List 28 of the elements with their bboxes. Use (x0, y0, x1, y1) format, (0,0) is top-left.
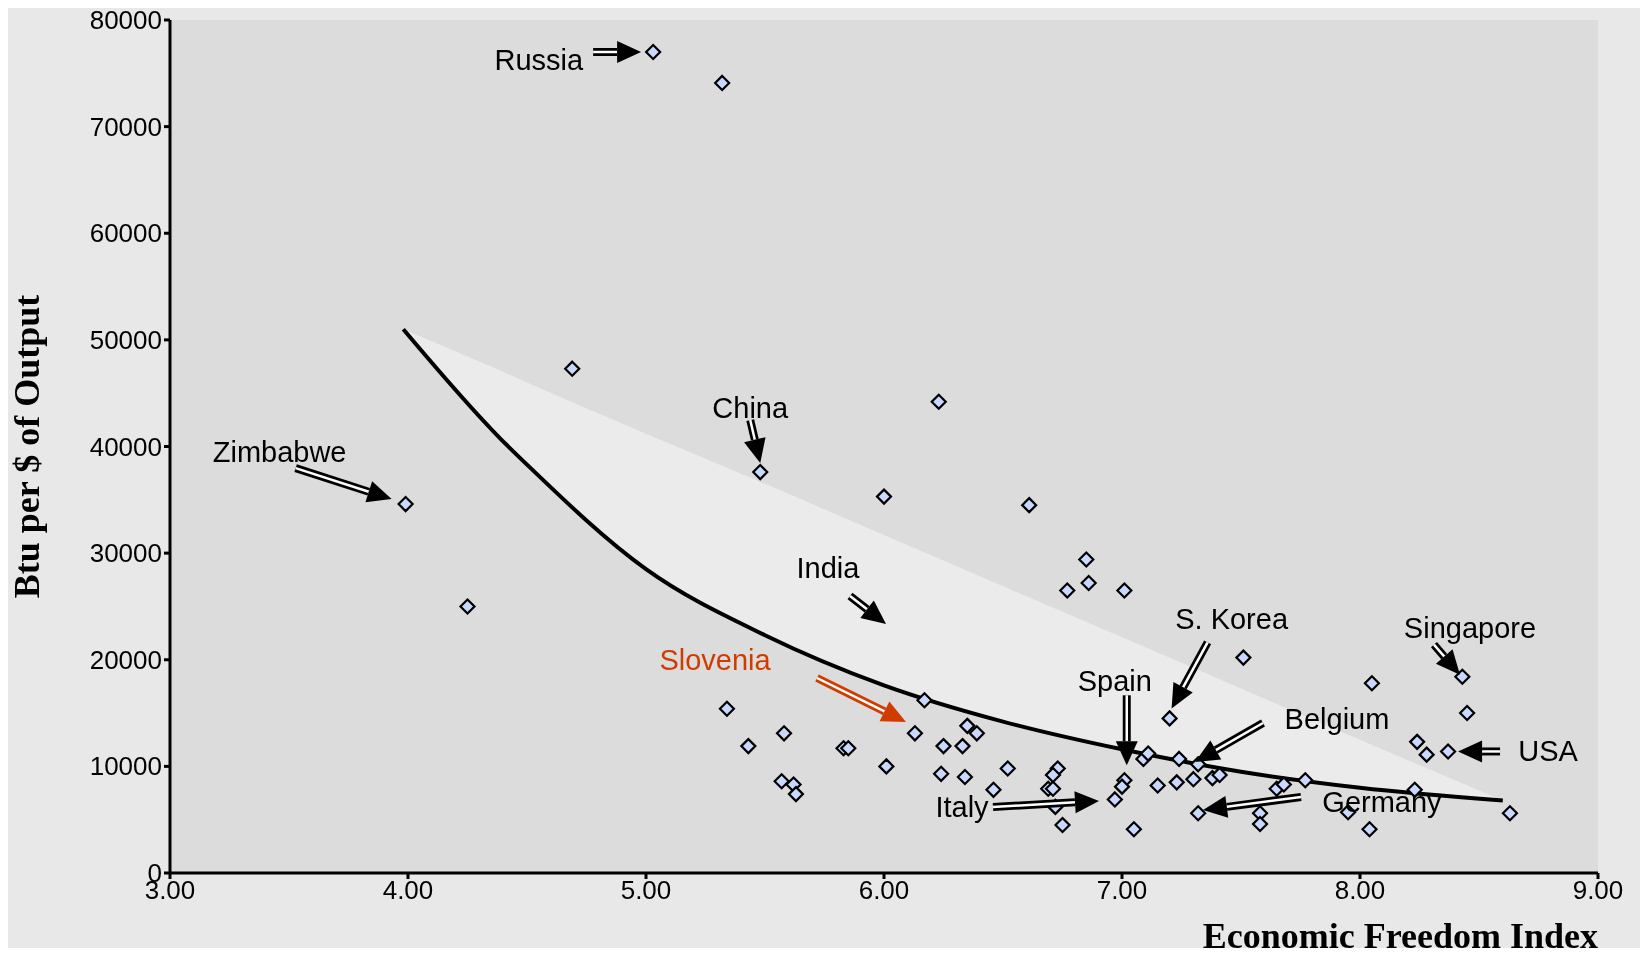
y-tick-label: 40000 (89, 431, 162, 462)
annotation: Singapore (1403, 612, 1537, 645)
y-tick-label: 30000 (89, 538, 162, 569)
annotation: India (796, 551, 861, 584)
x-tick-label: 7.00 (1096, 875, 1148, 906)
annotation: USA (1518, 735, 1579, 768)
x-tick-label: 8.00 (1334, 875, 1386, 906)
x-tick-label: 6.00 (858, 875, 910, 906)
y-tick-label: 20000 (89, 644, 162, 675)
annotation: Russia (494, 43, 584, 76)
annotation: Italy (935, 790, 990, 823)
annotation: S. Korea (1175, 603, 1289, 636)
annotation: Zimbabwe (212, 435, 347, 468)
annotation: Germany (1322, 785, 1443, 818)
y-tick-label: 70000 (89, 111, 162, 142)
x-axis-title: Economic Freedom Index (1202, 916, 1598, 956)
y-tick-label: 80000 (89, 5, 162, 35)
y-tick-label: 50000 (89, 324, 162, 355)
x-tick-label: 4.00 (382, 875, 434, 906)
y-tick-label: 10000 (89, 751, 162, 782)
annotation: Slovenia (659, 643, 772, 676)
x-tick-label: 9.00 (1572, 875, 1624, 906)
y-tick-label: 60000 (89, 218, 162, 249)
annotation: China (712, 391, 789, 424)
annotation: Spain (1077, 664, 1152, 697)
x-tick-label: 5.00 (620, 875, 672, 906)
annotation: Belgium (1284, 702, 1390, 735)
y-axis-title: Btu per $ of Output (6, 294, 47, 599)
